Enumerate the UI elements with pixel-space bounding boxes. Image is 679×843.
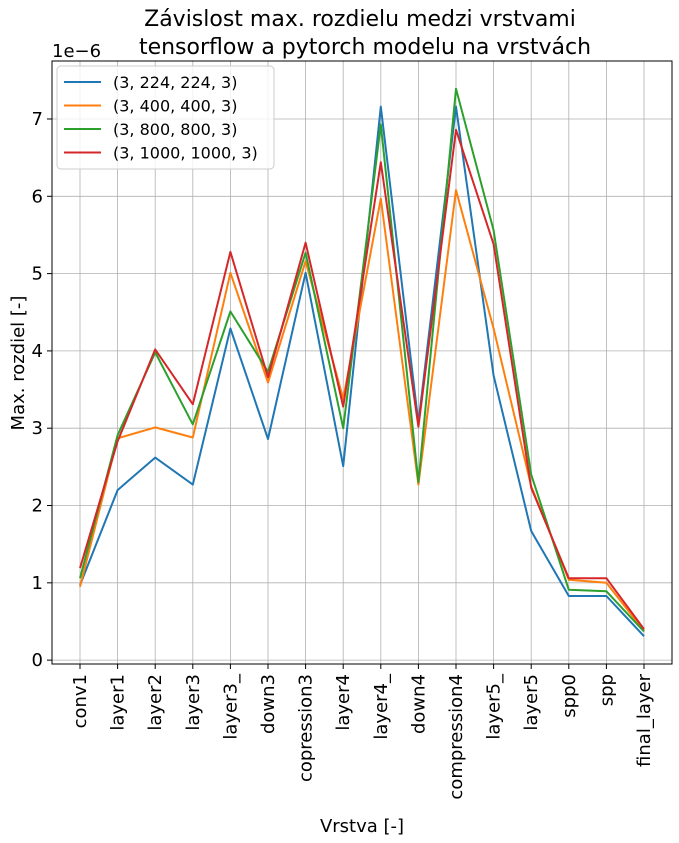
legend-label-1: (3, 224, 224, 3): [113, 73, 237, 92]
axis-ticks: conv1 layer1 layer2 layer3 layer3_ down3 copre…: [32, 109, 655, 800]
x-tick-label: layer4_: [371, 673, 392, 740]
y-tick-label: 1: [32, 573, 43, 594]
y-tick-label: 7: [32, 109, 43, 130]
x-tick-label: down4: [408, 674, 429, 734]
chart-title-line-1: Závislost max. rozdielu medzi vrstvami: [144, 7, 576, 32]
legend-box: [56, 65, 275, 170]
x-tick-label: layer5_: [484, 673, 505, 740]
x-tick-label: layer3_: [220, 673, 241, 740]
x-tick-label: final_layer: [634, 673, 655, 767]
x-tick-label: layer1: [108, 674, 129, 731]
legend-label-4: (3, 1000, 1000, 3): [113, 144, 258, 163]
y-axis-label: Max. rozdiel [-]: [8, 296, 29, 431]
x-axis-label: Vrstva [-]: [320, 816, 404, 837]
y-tick-label: 2: [32, 496, 43, 517]
y-tick-label: 4: [32, 341, 43, 362]
legend-label-2: (3, 400, 400, 3): [113, 97, 237, 116]
x-tick-label: spp: [596, 674, 617, 706]
y-axis-multiplier: 1e−6: [52, 41, 101, 62]
legend: (3, 224, 224, 3) (3, 400, 400, 3) (3, 800,…: [56, 65, 275, 170]
x-tick-label: compression4: [446, 674, 467, 800]
x-tick-label: layer4: [333, 674, 354, 731]
x-tick-label: layer5: [521, 674, 542, 731]
y-tick-label: 5: [32, 264, 43, 285]
series-lines: [79, 87, 645, 637]
x-tick-label: layer2: [145, 674, 166, 731]
y-tick-label: 0: [32, 650, 43, 671]
x-tick-label: copression3: [296, 674, 317, 782]
series-line-4: [79, 128, 645, 630]
y-tick-label: 6: [32, 186, 43, 207]
plot-frame: [51, 60, 673, 665]
chart-title-line-2: tensorflow a pytorch modelu na vrstvách: [139, 35, 591, 60]
x-tick-label: conv1: [70, 674, 91, 728]
x-tick-label: down3: [258, 674, 279, 734]
x-tick-label: layer3: [183, 674, 204, 731]
y-tick-label: 3: [32, 418, 43, 439]
legend-label-3: (3, 800, 800, 3): [113, 120, 237, 139]
x-tick-label: spp0: [559, 674, 580, 718]
